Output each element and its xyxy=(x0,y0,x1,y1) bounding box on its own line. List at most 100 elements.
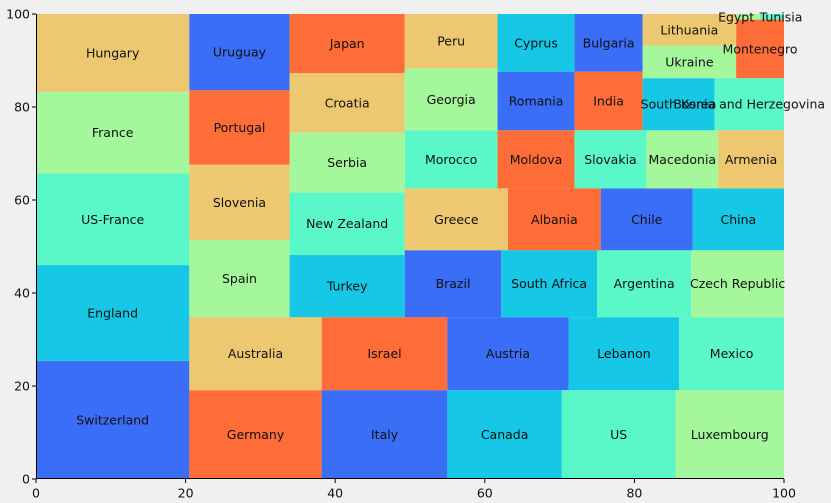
treemap-rect-japan xyxy=(289,14,405,74)
treemap-rect-turkey xyxy=(289,254,405,318)
axes xyxy=(36,14,784,479)
x-tick-label-20: 20 xyxy=(178,486,194,501)
treemap-rect-australia xyxy=(189,317,322,391)
treemap-label-peru: Peru xyxy=(437,34,465,49)
treemap-rect-france xyxy=(36,91,190,174)
treemap-rect-slovakia xyxy=(574,130,647,189)
treemap-rect-chile xyxy=(600,188,693,251)
treemap-label-croatia: Croatia xyxy=(325,95,370,110)
treemap-rect-peru xyxy=(404,14,498,69)
treemap-rect-us xyxy=(561,390,676,479)
treemap-label-bulgaria: Bulgaria xyxy=(583,35,635,50)
treemap-label-israel: Israel xyxy=(367,346,401,361)
treemap-rect-moldova xyxy=(497,130,575,189)
treemap-label-switzerland: Switzerland xyxy=(76,412,149,427)
treemap-rect-new-zealand xyxy=(289,192,405,255)
treemap-rect-switzerland xyxy=(36,360,190,479)
treemap-rect-luxembourg xyxy=(675,390,784,479)
treemap-rect-south-korea xyxy=(642,78,715,131)
treemap-rect-tunisia xyxy=(760,14,784,20)
treemap-rect-romania xyxy=(497,71,575,131)
treemap-label-montenegro: Montenegro xyxy=(723,41,798,56)
treemap-label-france: France xyxy=(92,125,134,140)
treemap-label-mexico: Mexico xyxy=(710,346,754,361)
treemap-label-serbia: Serbia xyxy=(327,155,367,170)
treemap-label-us: US xyxy=(610,427,627,442)
treemap-label-spain: Spain xyxy=(222,271,257,286)
treemap-rect-us-france xyxy=(36,173,190,266)
treemap-label-armenia: Armenia xyxy=(725,152,777,167)
treemap-rect-uruguay xyxy=(189,14,290,91)
treemap-rect-albania xyxy=(507,188,601,251)
treemap-rect-armenia xyxy=(718,130,784,189)
treemap-label-moldova: Moldova xyxy=(510,152,563,167)
treemap-rect-hungary xyxy=(36,14,190,92)
y-tick-label-20: 20 xyxy=(14,379,30,394)
treemap-label-luxembourg: Luxembourg xyxy=(691,427,769,442)
treemap-label-hungary: Hungary xyxy=(86,45,140,60)
y-ticks: 0 20 40 60 80 100 xyxy=(6,7,36,487)
treemap-label-bosnia-and-herzegovina: Bosnia and Herzegovina xyxy=(673,97,825,112)
treemap-rect-serbia xyxy=(289,132,405,193)
treemap-rect-canada xyxy=(447,390,562,479)
treemap-label-south-korea: South Korea xyxy=(641,97,717,112)
x-tick-label-60: 60 xyxy=(477,486,493,501)
x-tick-label-0: 0 xyxy=(32,486,40,501)
treemap-rect-spain xyxy=(189,239,290,318)
treemap-label-slovenia: Slovenia xyxy=(213,195,266,210)
treemap-rect-england xyxy=(36,265,190,361)
treemap-label-argentina: Argentina xyxy=(614,276,675,291)
treemap-rect-croatia xyxy=(289,73,405,133)
treemap-label-new-zealand: New Zealand xyxy=(306,216,388,231)
treemap-label-japan: Japan xyxy=(329,36,365,51)
treemap-rect-slovenia xyxy=(189,164,290,240)
treemap-rect-cyprus xyxy=(497,14,575,72)
treemap-label-india: India xyxy=(593,93,624,108)
treemap-label-greece: Greece xyxy=(434,212,479,227)
x-ticks: 0 20 40 60 80 100 xyxy=(32,479,796,501)
treemap-rect-czech-republic xyxy=(691,250,784,318)
treemap-rect-israel xyxy=(321,317,448,391)
treemap-rect-morocco xyxy=(404,130,498,189)
treemap-rect-south-africa xyxy=(501,250,597,318)
treemap-label-romania: Romania xyxy=(509,93,564,108)
treemap-label-turkey: Turkey xyxy=(326,279,368,294)
treemap-label-uruguay: Uruguay xyxy=(213,45,267,60)
treemap-label-germany: Germany xyxy=(227,427,285,442)
treemap-label-australia: Australia xyxy=(228,346,283,361)
x-tick-label-80: 80 xyxy=(626,486,642,501)
treemap-label-ukraine: Ukraine xyxy=(665,54,714,69)
treemap-label-south-africa: South Africa xyxy=(511,276,587,291)
treemap-rect-georgia xyxy=(404,68,498,131)
y-tick-label-0: 0 xyxy=(22,472,30,487)
treemap-label-cyprus: Cyprus xyxy=(514,35,558,50)
treemap-labels: Switzerland England US-France France Hungary… xyxy=(76,9,825,442)
y-tick-label-80: 80 xyxy=(14,100,30,115)
treemap-label-egypt: Egypt xyxy=(718,9,754,24)
treemap-rect-mexico xyxy=(679,317,784,391)
treemap-label-china: China xyxy=(721,212,757,227)
treemap-rect-ukraine xyxy=(642,45,737,79)
treemap-label-czech-republic: Czech Republic xyxy=(690,276,785,291)
treemap-label-morocco: Morocco xyxy=(425,152,477,167)
treemap-rect-lebanon xyxy=(568,317,680,391)
treemap-rect-macedonia xyxy=(646,130,719,189)
treemap-rect-portugal xyxy=(189,90,290,165)
treemap-label-georgia: Georgia xyxy=(427,92,476,107)
treemap-label-canada: Canada xyxy=(481,427,529,442)
treemap-label-england: England xyxy=(87,305,138,320)
treemap-rect-greece xyxy=(404,188,508,251)
treemap-label-italy: Italy xyxy=(371,427,399,442)
treemap-label-slovakia: Slovakia xyxy=(584,152,636,167)
treemap-rect-italy xyxy=(321,390,448,479)
treemap-label-brazil: Brazil xyxy=(436,276,471,291)
y-tick-label-40: 40 xyxy=(14,286,30,301)
x-tick-label-100: 100 xyxy=(772,486,796,501)
treemap-rect-brazil xyxy=(404,250,502,318)
treemap-rect-lithuania xyxy=(642,14,737,46)
treemap-rect-austria xyxy=(447,317,569,391)
treemap-rect-india xyxy=(574,71,643,131)
y-tick-label-100: 100 xyxy=(6,7,30,22)
treemap-rect-montenegro xyxy=(736,19,784,79)
